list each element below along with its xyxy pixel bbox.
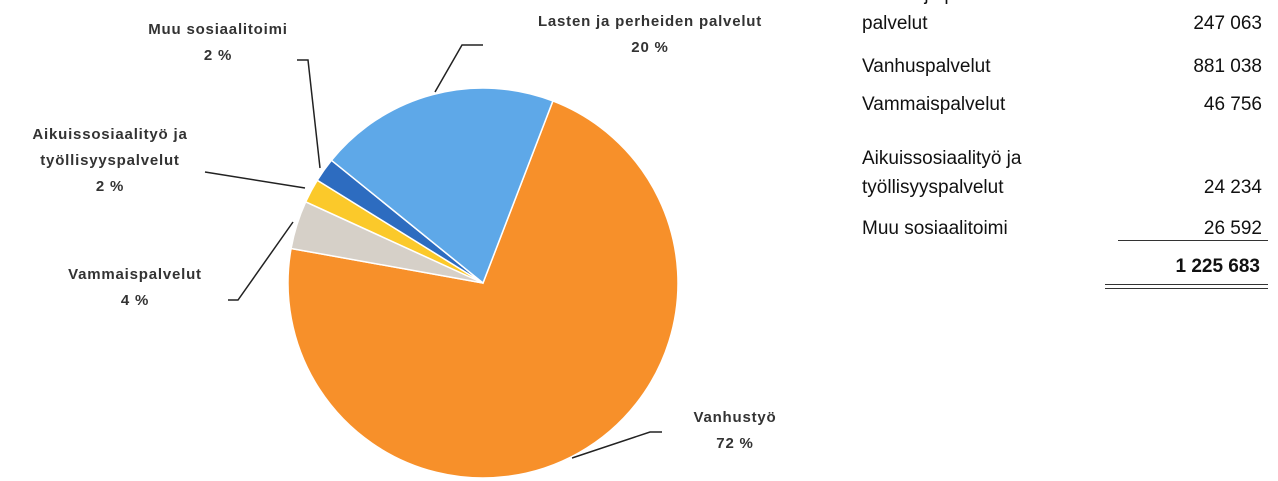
row-label: Lasten ja perheiden palvelut [862,0,1029,34]
leader-line [228,221,294,301]
row-label: Vammaispalvelut [862,94,1006,115]
pie-slice [287,99,679,479]
table-row: Vanhuspalvelut 881 038 [862,52,1262,81]
slice-label: Muu sosiaalitoimi 2 % [118,17,318,69]
leader-lines [204,44,662,459]
row-label: Muu sosiaalitoimi [862,218,1008,239]
table-row: Lasten ja perheiden palvelut 247 063 [862,0,1262,38]
sum-line [1118,240,1268,241]
slice-percent: 2 % [95,178,125,195]
leader-line [204,171,306,189]
table-row: Vammaispalvelut 46 756 [862,90,1262,119]
table-row: Muu sosiaalitoimi 26 592 [862,214,1262,243]
slice-name: Muu sosiaalitoimi [148,21,288,38]
slice-label: Vammaispalvelut 4 % [30,262,240,314]
slice-percent: 4 % [120,292,150,309]
row-value: 26 592 [1203,218,1262,239]
double-underline [1105,284,1268,289]
row-value: 881 038 [1193,56,1262,77]
row-value: 24 234 [1203,177,1262,198]
table-row: Aikuissosiaalityö ja työllisyyspalvelut 2… [862,144,1262,202]
row-value: 46 756 [1203,94,1262,115]
slice-name: Vammaispalvelut [68,266,202,283]
row-value: 247 063 [1193,13,1262,34]
leader-line [434,44,483,93]
slice-percent: 2 % [203,47,233,64]
leader-line [571,431,662,459]
leader-line [297,59,321,169]
slice-name: Lasten ja perheiden palvelut [537,13,763,30]
slice-label: Aikuissosiaalityö ja työllisyyspalvelut 2… [0,122,220,200]
table-total: 1 225 683 [1175,256,1260,277]
pie-slice [330,87,554,285]
slice-label: Vanhustyö 72 % [660,405,810,457]
slice-name: Vanhustyö [693,409,777,426]
slice-label: Lasten ja perheiden palvelut 20 % [490,9,810,61]
row-label: Vanhuspalvelut [862,56,991,77]
row-label: Aikuissosiaalityö ja työllisyyspalvelut [862,148,1022,198]
slice-name: Aikuissosiaalityö ja työllisyyspalvelut [32,126,188,169]
slice-percent: 20 % [631,39,669,56]
slice-percent: 72 % [716,435,754,452]
